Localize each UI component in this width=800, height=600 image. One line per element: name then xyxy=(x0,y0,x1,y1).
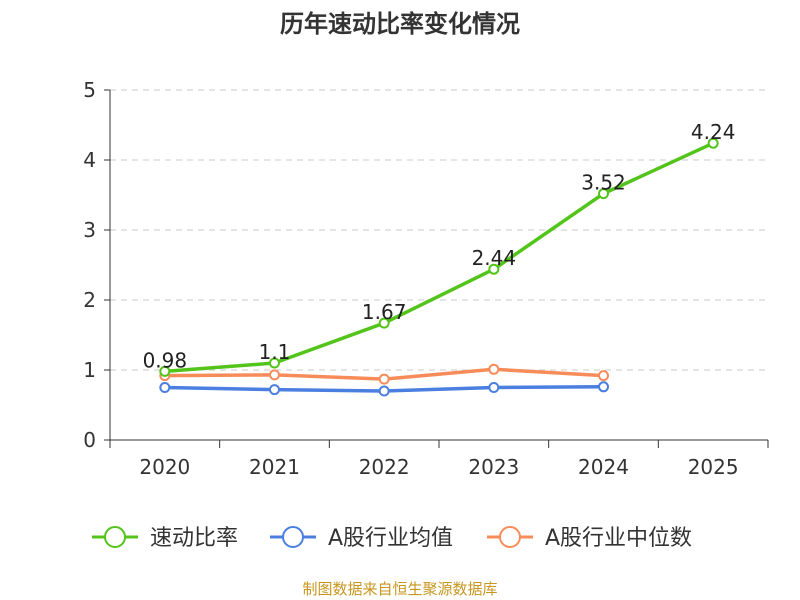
data-point xyxy=(598,381,609,393)
data-point xyxy=(378,385,390,397)
legend-marker-icon xyxy=(499,526,521,548)
legend-marker-icon xyxy=(282,526,304,548)
y-tick-label: 3 xyxy=(83,218,96,242)
data-point xyxy=(159,382,171,393)
data-point xyxy=(378,317,390,329)
data-label: 1.1 xyxy=(259,340,291,364)
legend-label: 速动比率 xyxy=(150,526,238,551)
data-point xyxy=(269,384,280,396)
y-tick-label: 1 xyxy=(83,358,96,382)
legend-label: A股行业中位数 xyxy=(545,526,692,551)
x-tick-label: 2022 xyxy=(359,455,410,479)
y-tick-label: 0 xyxy=(83,428,96,452)
data-point xyxy=(488,382,500,393)
data-label: 1.67 xyxy=(362,300,407,324)
x-tick-label: 2021 xyxy=(249,455,300,479)
series-line xyxy=(164,141,714,374)
y-tick-label: 2 xyxy=(83,288,96,312)
legend-label: A股行业均值 xyxy=(328,526,453,551)
data-label: 4.24 xyxy=(691,120,736,144)
data-point xyxy=(598,188,609,200)
data-point xyxy=(488,263,500,275)
data-point xyxy=(488,363,500,375)
chart-title: 历年速动比率变化情况 xyxy=(280,10,520,38)
legend-marker-icon xyxy=(104,526,126,548)
data-point xyxy=(378,373,390,385)
footer-source: 制图数据来自恒生聚源数据库 xyxy=(302,580,497,598)
y-tick-label: 4 xyxy=(83,148,96,172)
data-point xyxy=(269,357,280,369)
data-label: 0.98 xyxy=(143,348,188,372)
data-label: 2.44 xyxy=(472,246,517,270)
x-tick-label: 2020 xyxy=(139,455,190,479)
data-point xyxy=(159,365,171,377)
data-point xyxy=(707,137,719,149)
y-tick-label: 5 xyxy=(83,78,96,102)
x-tick-label: 2024 xyxy=(578,455,629,479)
x-tick-label: 2025 xyxy=(688,455,739,479)
data-point xyxy=(269,369,280,381)
data-point xyxy=(598,370,609,382)
data-label: 3.52 xyxy=(581,171,626,195)
x-tick-label: 2023 xyxy=(468,455,519,479)
